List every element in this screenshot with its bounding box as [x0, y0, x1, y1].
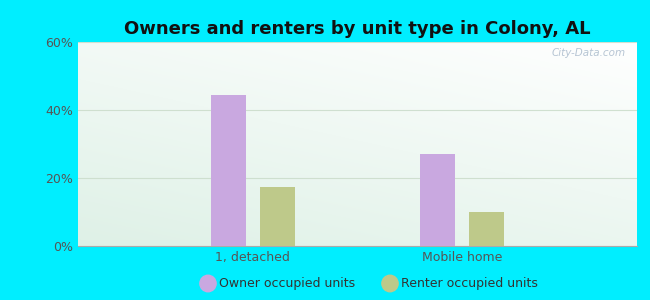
Bar: [260, 187, 294, 246]
Bar: [421, 154, 456, 246]
Text: Owner occupied units: Owner occupied units: [219, 277, 355, 290]
Text: Renter occupied units: Renter occupied units: [401, 277, 538, 290]
Text: City-Data.com: City-Data.com: [552, 48, 626, 58]
Bar: [211, 95, 246, 246]
Title: Owners and renters by unit type in Colony, AL: Owners and renters by unit type in Colon…: [124, 20, 591, 38]
Bar: [469, 212, 504, 246]
